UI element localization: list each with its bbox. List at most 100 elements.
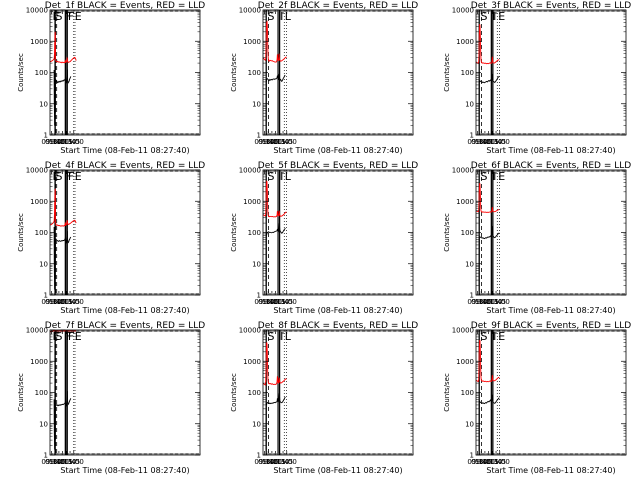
x-tick-label: 09:30 [41, 298, 61, 306]
y-tick-label: 10000 [452, 167, 474, 175]
series-events-line [265, 73, 286, 126]
region-label: E [498, 170, 505, 183]
plot-frame [475, 169, 627, 296]
y-tick-label: 10000 [239, 327, 261, 335]
y-tick-label: 1 [44, 292, 48, 300]
x-tick-label: 10:45 [273, 298, 293, 306]
chart-title: Det_5f BLACK = Events, RED = LLD [258, 161, 418, 171]
x-tick-label: 10:30 [56, 138, 76, 146]
y-tick-label: 100 [248, 229, 261, 237]
region-label: S [55, 330, 62, 343]
region-label: I [492, 330, 495, 343]
series-events-line [53, 391, 72, 450]
plot-frame [262, 9, 414, 136]
series-lld-line [476, 24, 500, 65]
region-label: L [285, 170, 292, 183]
x-tick-label: 10:15 [479, 138, 499, 146]
x-tick-label: 10:30 [269, 138, 289, 146]
x-tick-label: 10:00 [49, 458, 69, 466]
x-tick-label: 09:45 [258, 298, 278, 306]
plot-frame [262, 169, 414, 296]
region-label: I [493, 10, 496, 23]
x-tick-label: 10:15 [266, 138, 286, 146]
x-tick-label: 09:45 [471, 298, 491, 306]
chart-title: Det_1f BLACK = Events, RED = LLD [45, 1, 205, 11]
y-tick-label: 1 [44, 132, 48, 140]
region-label: E [52, 330, 59, 343]
y-tick-label: 10000 [26, 167, 48, 175]
series-lld-line [263, 20, 287, 63]
x-tick-label: 10:00 [262, 458, 282, 466]
x-tick-label: 10:15 [266, 458, 286, 466]
x-tick-label: 09:45 [45, 298, 65, 306]
x-tick-label: 11:00 [490, 458, 510, 466]
y-axis-label: Counts/sec [17, 213, 25, 252]
x-tick-label: 10:15 [266, 298, 286, 306]
region-label: L [285, 330, 292, 343]
x-tick-label: 10:45 [60, 138, 80, 146]
y-tick-label: 100 [461, 229, 474, 237]
x-axis-label: Start Time (08-Feb-11 08:27:40) [273, 466, 402, 475]
y-tick-label: 1000 [456, 38, 474, 46]
y-axis-label: Counts/sec [443, 53, 451, 92]
x-axis-label: Start Time (08-Feb-11 08:27:40) [60, 306, 189, 315]
region-label: I [278, 170, 281, 183]
x-tick-label: 10:00 [475, 458, 495, 466]
y-axis-label: Counts/sec [17, 373, 25, 412]
x-axis-label: Start Time (08-Feb-11 08:27:40) [60, 146, 189, 155]
x-tick-label: 09:30 [467, 138, 487, 146]
chart-title: Det_4f BLACK = Events, RED = LLD [45, 161, 205, 171]
x-tick-label: 10:30 [56, 458, 76, 466]
y-tick-label: 10 [252, 420, 261, 428]
x-tick-label: 09:30 [254, 138, 274, 146]
x-tick-label: 09:45 [45, 138, 65, 146]
x-tick-label: 09:30 [41, 458, 61, 466]
series-lld-line [263, 342, 287, 386]
y-tick-label: 100 [461, 389, 474, 397]
y-axis-label: Counts/sec [17, 53, 25, 92]
plot-frame [49, 329, 201, 456]
x-axis-label: Start Time (08-Feb-11 08:27:40) [486, 466, 615, 475]
region-label: I [280, 170, 283, 183]
x-tick-label: 10:00 [262, 138, 282, 146]
x-axis-label: Start Time (08-Feb-11 08:27:40) [273, 306, 402, 315]
y-tick-label: 10 [39, 420, 48, 428]
y-tick-label: 1000 [243, 38, 261, 46]
x-tick-label: 09:30 [41, 138, 61, 146]
x-tick-label: 10:00 [49, 138, 69, 146]
x-tick-label: 09:45 [471, 138, 491, 146]
region-label: I [278, 330, 281, 343]
x-tick-label: 10:30 [482, 458, 502, 466]
x-tick-label: 09:45 [471, 458, 491, 466]
x-tick-label: 10:30 [269, 458, 289, 466]
region-label: S [55, 170, 62, 183]
chart-title: Det_6f BLACK = Events, RED = LLD [471, 161, 631, 171]
x-tick-label: 10:45 [486, 458, 506, 466]
region-label: E [75, 10, 82, 23]
series-events-line [478, 226, 500, 286]
series-events-line [53, 226, 72, 290]
x-tick-label: 09:45 [258, 138, 278, 146]
y-tick-label: 10 [465, 100, 474, 108]
x-tick-label: 10:15 [53, 298, 73, 306]
y-tick-label: 100 [461, 69, 474, 77]
x-tick-label: 10:15 [53, 138, 73, 146]
region-label: S [267, 10, 274, 23]
y-tick-label: 10 [465, 260, 474, 268]
region-label: I [493, 170, 496, 183]
x-tick-label: 11:00 [490, 298, 510, 306]
x-tick-label: 09:45 [45, 458, 65, 466]
x-tick-label: 10:30 [482, 298, 502, 306]
region-label: E [75, 330, 82, 343]
x-axis-label: Start Time (08-Feb-11 08:27:40) [486, 146, 615, 155]
region-label: I [280, 10, 283, 23]
plot-frame [262, 329, 414, 456]
y-tick-label: 1 [44, 452, 48, 460]
x-tick-label: 10:15 [479, 458, 499, 466]
region-label: E [498, 330, 505, 343]
series-events-line [265, 223, 286, 286]
